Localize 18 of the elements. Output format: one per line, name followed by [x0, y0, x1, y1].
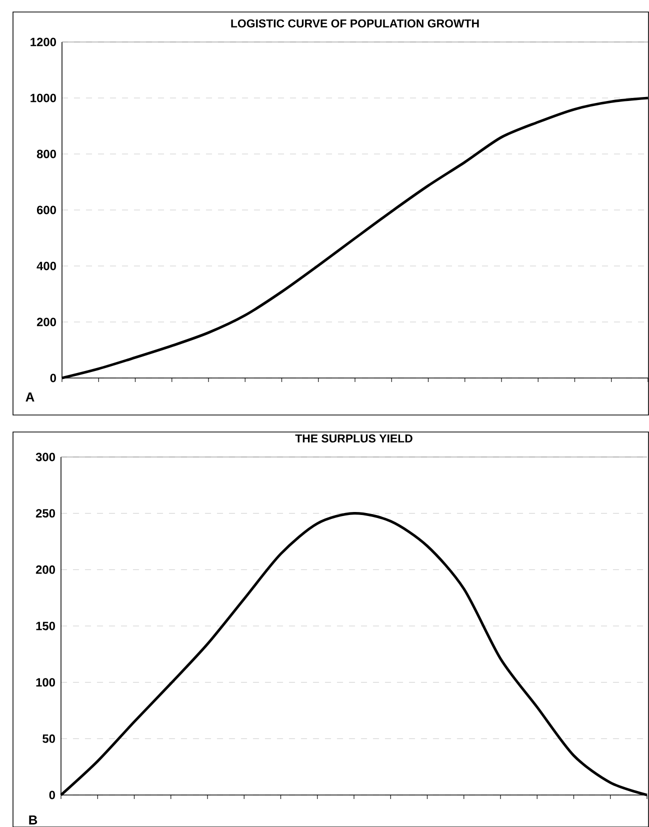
text: A [26, 392, 34, 402]
y-tick-label: 50 [42, 734, 55, 743]
y-tick-label: 200 [36, 565, 55, 574]
chart-title: LOGISTIC CURVE OF POPULATION GROWTH [231, 19, 479, 28]
y-tick-label: 600 [36, 206, 56, 214]
y-tick-label: 0 [49, 790, 55, 800]
y-tick-label: 150 [36, 622, 55, 630]
y-tick-label: 200 [36, 318, 56, 326]
y-tick-label: 250 [36, 509, 55, 518]
y-tick-label: 1000 [30, 94, 56, 102]
y-tick-label: 400 [36, 262, 56, 270]
y-tick-label: 100 [36, 678, 55, 687]
chart-title: THE SURPLUS YIELD [295, 434, 412, 442]
y-tick-label: 1200 [30, 38, 56, 46]
y-tick-label: 300 [36, 452, 55, 462]
y-tick-label: 800 [36, 150, 56, 158]
text: B [29, 816, 38, 824]
y-tick-label: 0 [50, 374, 56, 382]
